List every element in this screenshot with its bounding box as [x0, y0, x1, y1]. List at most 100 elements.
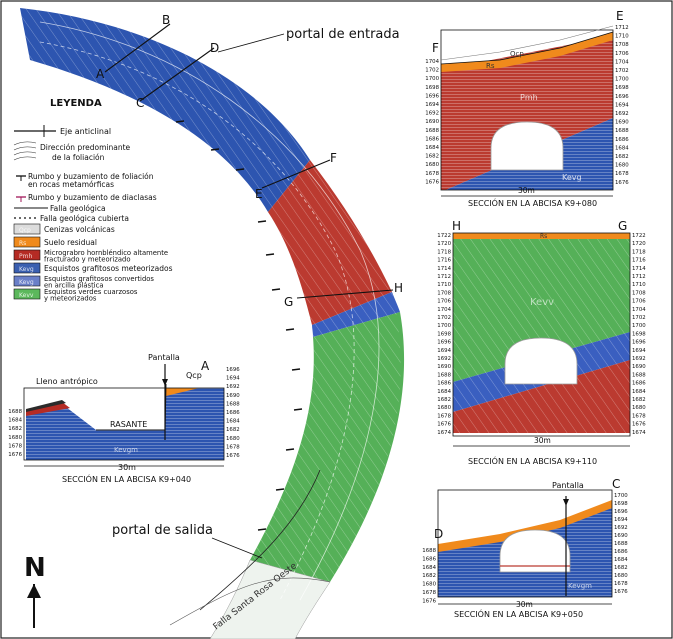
s3-left-ticks-label-22: 1678	[437, 413, 451, 419]
s3-left-ticks-label-18: 1686	[437, 381, 451, 387]
legend-swatch-5	[13, 288, 41, 300]
s4-right-ticks-label-0: 1700	[614, 493, 628, 499]
s4-right-ticks-label-7: 1686	[614, 549, 628, 555]
s2-unit-kevg: Kevg	[562, 173, 582, 182]
s3-right-ticks-label-14: 1694	[632, 348, 646, 354]
s4-left-ticks-label-5: 1678	[422, 590, 436, 596]
s3-scale: 30m	[534, 436, 551, 445]
legend-unit-text-3-0: Esquistos grafitosos meteorizados	[44, 264, 173, 273]
legend-unit-text-4-0: Esquistos grafitosos convertidos	[44, 275, 154, 283]
s1-left-ticks-label-3: 1680	[8, 435, 22, 441]
s2-left-ticks-label-1: 1702	[425, 68, 439, 74]
s3-caption: SECCIÓN EN LA ABCISA K9+110	[468, 455, 597, 466]
s2-left-ticks-label-2: 1700	[425, 76, 439, 82]
legend-rumbo-fol-text-1: Rumbo y buzamiento de foliación	[28, 172, 154, 181]
s2-left-ticks-label-12: 1680	[425, 162, 439, 168]
legend-swatch-0	[13, 223, 41, 235]
s2-left-ticks-label-9: 1686	[425, 136, 439, 142]
section-point-labels: A B C D E F G H	[96, 13, 403, 309]
s4-right-ticks-label-12: 1676	[614, 589, 628, 595]
arc-texture	[20, 8, 401, 582]
s3-right-ticks-label-13: 1696	[632, 340, 646, 346]
s4-right-ticks-label-10: 1680	[614, 573, 628, 579]
s4-left-ticks-label-0: 1688	[422, 548, 436, 554]
s1-right-elevations: 1696 1694 1692 1690 1688 1686 1684 1682 1680 1678…	[226, 367, 240, 459]
s4-left-ticks-label-2: 1684	[422, 565, 436, 571]
s2-right-ticks-label-16: 1680	[615, 163, 629, 169]
s3-right-ticks-label-4: 1714	[632, 266, 646, 272]
s3-left-ticks-label-7: 1708	[437, 290, 451, 296]
legend-unit-text-2-0: Micrograbro hornbléndico altamente	[44, 249, 168, 257]
s2-right-ticks-label-15: 1682	[615, 154, 629, 160]
s2-end-right: E	[616, 9, 624, 23]
legend-swatch-3	[13, 262, 41, 274]
s1-right-ticks-label-0: 1696	[226, 367, 240, 373]
legend-swatch-2	[13, 249, 41, 261]
foliation-symbol-6	[285, 328, 295, 331]
s1-rasante: RASANTE	[110, 420, 147, 429]
s3-left-ticks-label-24: 1674	[437, 430, 451, 436]
legend-direccion-foliacion: Dirección predominante de la foliación	[13, 141, 131, 162]
s3-left-ticks-label-1: 1720	[437, 241, 451, 247]
point-label-c: C	[136, 96, 144, 110]
s4-left-ticks-label-1: 1686	[422, 556, 436, 562]
s3-left-ticks-label-19: 1684	[437, 389, 451, 395]
foliation-symbol-5	[271, 288, 281, 291]
s3-right-ticks-label-0: 1722	[632, 233, 646, 239]
s2-right-ticks-label-3: 1706	[615, 51, 629, 57]
legend-swatch-4	[13, 275, 41, 287]
s3-right-ticks-label-18: 1686	[632, 381, 646, 387]
foliation-symbols	[175, 120, 303, 531]
s2-unit-rs: Rs	[486, 62, 495, 70]
legend-rumbo-diaclasas: Rumbo y buzamiento de diaclasas	[16, 193, 157, 202]
legend-rumbo-foliacion: Rumbo y buzamiento de foliación en rocas…	[16, 172, 154, 189]
s3-left-ticks-label-4: 1714	[437, 266, 451, 272]
legend-code-2: Pmh	[19, 253, 32, 260]
legend-code-3: Kevg	[19, 266, 34, 273]
s4-right-ticks-label-6: 1688	[614, 541, 628, 547]
s4-unit: Kevgm	[568, 582, 592, 590]
legend-code-1: Rs	[19, 240, 26, 247]
s1-qcp: Qcp	[186, 371, 202, 380]
s2-unit-pmh: Pmh	[520, 93, 538, 102]
s1-unit: Kevgm	[114, 446, 138, 454]
s2-caption: SECCIÓN EN LA ABCISA K9+080	[468, 197, 597, 208]
s3-left-ticks-label-23: 1676	[437, 422, 451, 428]
legend-eje-anticlinal: Eje anticlinal	[14, 125, 111, 137]
legend-unit-text-2-1: fracturado y meteorizado	[44, 256, 131, 264]
s1-left-ticks-label-2: 1682	[8, 426, 22, 432]
s3-right-ticks-label-8: 1706	[632, 299, 646, 305]
s3-right-ticks-label-7: 1708	[632, 290, 646, 296]
s2-unit-qcp: Qcp	[510, 50, 524, 58]
north-arrow: N	[24, 553, 46, 628]
s4-right-ticks-label-3: 1694	[614, 517, 628, 523]
s4-rs-layer	[438, 500, 612, 552]
s3-left-ticks-label-10: 1702	[437, 315, 451, 321]
legend-units: Qcp Cenizas volcánicas Rs Suelo residual Pmh…	[13, 223, 173, 303]
s2-right-ticks-label-13: 1686	[615, 137, 629, 143]
portal-entrada-label: portal de entrada	[286, 27, 400, 42]
portal-entrada-leader	[217, 33, 285, 53]
legend-unit-text-4-1: en arcilla plástica	[44, 282, 104, 290]
s1-lleno: Lleno antrópico	[36, 376, 98, 386]
section-k9080: F E Qcp Rs Pmh Kevg 1704 1702 1700 1698 1696…	[425, 9, 629, 208]
s2-left-ticks-label-7: 1690	[425, 119, 439, 125]
legend-unit-text-5-0: Esquistos verdes cuarzosos	[44, 288, 138, 296]
foliation-symbol-2	[235, 168, 245, 171]
foliation-symbol-8	[293, 408, 303, 411]
foliation-symbol-4	[265, 253, 275, 256]
s2-right-ticks-label-11: 1690	[615, 120, 629, 126]
foliation-symbol-7	[291, 368, 301, 371]
legend-code-5: Kevv	[19, 292, 34, 299]
s3-right-ticks-label-15: 1692	[632, 356, 646, 362]
s4-scale: 30m	[516, 600, 533, 609]
legend-falla-geologica: Falla geológica	[14, 204, 106, 213]
point-label-f: F	[330, 151, 337, 165]
s2-right-ticks-label-7: 1698	[615, 85, 629, 91]
s3-unit-kevv: Kevv	[530, 297, 554, 308]
legend-rumbo-fol-text-2: en rocas metamórficas	[28, 180, 114, 189]
s3-left-ticks-label-12: 1698	[437, 331, 451, 337]
section-k9110: H G Rs Kevv 1722 1720 1718 1716 1714 1712 1710…	[437, 219, 646, 466]
s3-unit-rs: Rs	[540, 233, 547, 240]
